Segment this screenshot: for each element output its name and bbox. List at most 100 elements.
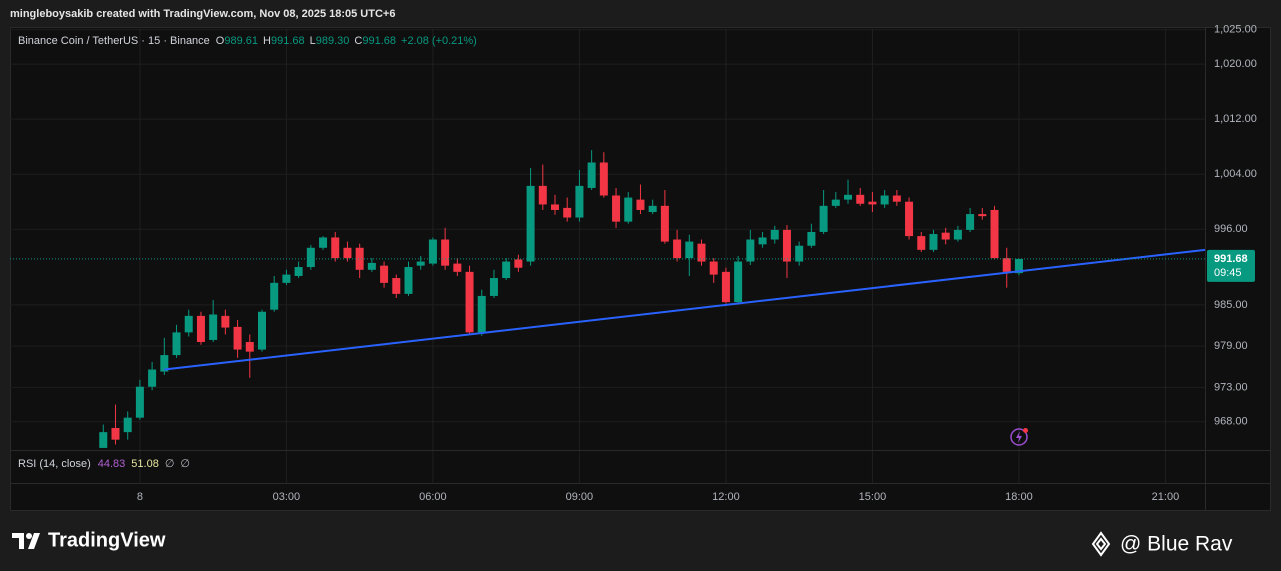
- legend-value: 991.68: [362, 35, 396, 47]
- grid: [10, 27, 1205, 483]
- candle-body: [624, 197, 633, 222]
- countdown-label: 09:45: [1214, 267, 1242, 279]
- candle-body: [660, 205, 669, 242]
- candle-body: [441, 239, 450, 266]
- y-tick-label: 968.00: [1214, 416, 1248, 428]
- candle-body: [1014, 258, 1023, 274]
- candle-body: [416, 261, 425, 266]
- candle-body: [453, 263, 462, 272]
- candle-body: [599, 162, 608, 196]
- candle-body: [526, 185, 535, 262]
- candle-body: [807, 231, 816, 246]
- alert-icon[interactable]: [1010, 428, 1028, 446]
- candle-body: [978, 214, 987, 217]
- x-tick-label: 12:00: [712, 491, 740, 503]
- watermark-text: @ Blue Rav: [1120, 533, 1233, 556]
- x-tick-label: 15:00: [859, 491, 887, 503]
- candle-body: [428, 239, 437, 264]
- candle-body: [929, 234, 938, 250]
- y-tick-label: 973.00: [1214, 381, 1248, 393]
- candle-body: [502, 261, 511, 279]
- last-price-tag: [1207, 249, 1255, 282]
- candle-body: [257, 311, 266, 350]
- candle-body: [294, 267, 303, 276]
- legend-value: 991.68: [271, 35, 305, 47]
- candle-body: [673, 239, 682, 259]
- candle-body: [721, 271, 730, 303]
- watermark-inner: [1095, 537, 1107, 551]
- candle-body: [123, 417, 132, 433]
- candle-body: [355, 247, 364, 270]
- brand-name: TradingView: [48, 529, 166, 551]
- candle-body: [709, 261, 718, 275]
- legend-title: Binance Coin / TetherUS · 15 · Binance: [18, 35, 210, 47]
- candle-body: [160, 355, 169, 372]
- brand-logo: [12, 533, 40, 549]
- candle-body: [819, 205, 828, 232]
- axes: 1,025.00 1,020.00 1,012.00 1,004.00 996.00 98…: [137, 24, 1257, 503]
- y-tick-label: 1,025.00: [1214, 24, 1257, 36]
- candle-body: [514, 259, 523, 268]
- legend-change: +2.08 (+0.21%): [401, 35, 477, 47]
- candle-body: [196, 315, 205, 343]
- candle-body: [746, 239, 755, 262]
- candle-body: [306, 247, 315, 268]
- rsi-label: RSI (14, close): [18, 458, 91, 470]
- watermark-icon: [1091, 531, 1111, 557]
- alert-circle: [1010, 428, 1028, 446]
- legend-key: C: [354, 35, 362, 47]
- candle-body: [685, 241, 694, 259]
- legend: Binance Coin / TetherUS · 15 · Binance O 9…: [18, 35, 477, 470]
- candle-body: [856, 194, 865, 204]
- candle-body: [758, 237, 767, 245]
- candle-body: [270, 282, 279, 310]
- plot: [10, 150, 1206, 448]
- candle-body: [233, 326, 242, 350]
- candle-body: [465, 271, 474, 333]
- candle-body: [489, 278, 498, 296]
- candle-body: [587, 162, 596, 188]
- candle-body: [563, 207, 572, 218]
- candle-body: [245, 342, 254, 352]
- legend-key: L: [310, 35, 316, 47]
- candle-body: [868, 201, 877, 205]
- candle-body: [880, 195, 889, 205]
- candle-body: [1002, 258, 1011, 272]
- y-tick-label: 1,012.00: [1214, 113, 1257, 125]
- candle-body: [892, 195, 901, 202]
- candle-body: [917, 236, 926, 250]
- candle-body: [380, 265, 389, 283]
- candle-body: [172, 332, 181, 356]
- x-tick-label: 21:00: [1152, 491, 1180, 503]
- rsi-value: ∅: [165, 458, 175, 470]
- rsi-value: 44.83: [98, 458, 126, 470]
- candle-body: [404, 267, 413, 294]
- candle-body: [184, 315, 193, 333]
- candle-body: [953, 229, 962, 240]
- candle-body: [648, 205, 657, 213]
- trendline: [164, 248, 1206, 371]
- last-price-label: 991.68: [1214, 253, 1248, 265]
- candle-body: [221, 315, 230, 328]
- x-tick-label: 09:00: [566, 491, 594, 503]
- y-tick-label: 979.00: [1214, 340, 1248, 352]
- candle-body: [734, 261, 743, 303]
- candle-body: [367, 262, 376, 270]
- y-tick-label: 985.00: [1214, 299, 1248, 311]
- candle-body: [135, 386, 144, 418]
- candle-body: [477, 295, 486, 333]
- alert-bolt: [1016, 431, 1022, 443]
- candle-body: [319, 237, 328, 248]
- brand-dot: [26, 533, 32, 539]
- candle-body: [844, 194, 853, 200]
- y-tick-label: 1,020.00: [1214, 58, 1257, 70]
- candle-body: [831, 199, 840, 206]
- watermark-diamond: [1091, 531, 1111, 557]
- candle-body: [551, 204, 560, 210]
- candle-body: [111, 427, 120, 440]
- candle-body: [966, 214, 975, 230]
- candle-body: [331, 237, 340, 259]
- candle-body: [209, 314, 218, 340]
- legend-key: O: [216, 35, 225, 47]
